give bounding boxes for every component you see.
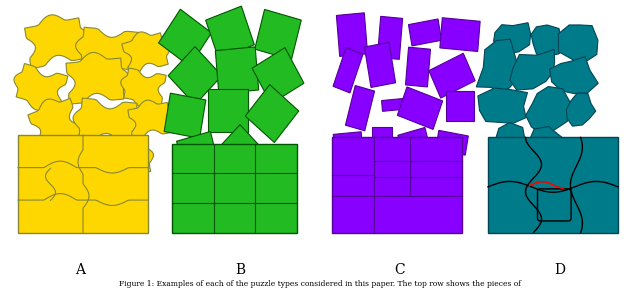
Bar	[440, 18, 480, 51]
Bar	[446, 91, 474, 121]
Polygon shape	[559, 25, 598, 65]
Text: C: C	[395, 263, 405, 277]
Polygon shape	[121, 68, 166, 107]
Bar	[408, 19, 442, 46]
FancyBboxPatch shape	[538, 189, 571, 221]
Bar	[381, 98, 404, 111]
Bar	[215, 125, 265, 178]
Bar	[18, 135, 148, 232]
Bar	[164, 93, 206, 138]
Bar	[332, 137, 462, 232]
Polygon shape	[122, 32, 170, 75]
Bar	[346, 86, 374, 131]
Polygon shape	[106, 138, 154, 180]
Bar	[429, 53, 475, 98]
Bar	[333, 132, 363, 154]
Polygon shape	[24, 15, 90, 69]
Bar	[208, 89, 248, 132]
Polygon shape	[525, 86, 571, 134]
Polygon shape	[510, 49, 555, 90]
Polygon shape	[28, 98, 82, 150]
Polygon shape	[496, 123, 534, 159]
Bar	[372, 127, 392, 165]
Bar	[337, 13, 367, 56]
Text: D: D	[554, 263, 566, 277]
Bar	[205, 6, 254, 59]
Polygon shape	[128, 100, 175, 140]
Polygon shape	[476, 39, 521, 93]
Bar	[168, 47, 222, 105]
Bar	[215, 47, 259, 94]
Polygon shape	[478, 88, 527, 124]
Bar	[255, 9, 301, 60]
Bar	[406, 47, 431, 87]
Bar	[378, 16, 403, 59]
Polygon shape	[527, 126, 573, 166]
Bar	[398, 127, 432, 165]
Text: Figure 1: Examples of each of the puzzle types considered in this paper. The top: Figure 1: Examples of each of the puzzle…	[119, 280, 521, 288]
Text: A: A	[75, 263, 85, 277]
Polygon shape	[493, 23, 531, 54]
Bar	[172, 144, 297, 232]
Bar	[333, 48, 363, 93]
Polygon shape	[46, 142, 99, 186]
Bar	[177, 131, 220, 178]
Polygon shape	[66, 53, 130, 104]
Polygon shape	[531, 25, 566, 56]
Bar	[159, 9, 211, 67]
Bar	[436, 130, 468, 155]
Bar	[364, 42, 396, 88]
Text: B: B	[235, 263, 245, 277]
Polygon shape	[76, 27, 139, 75]
Polygon shape	[14, 63, 68, 110]
Bar	[397, 87, 443, 129]
Polygon shape	[550, 57, 598, 93]
Polygon shape	[73, 98, 143, 144]
Bar	[488, 137, 618, 232]
Bar	[252, 48, 304, 104]
Polygon shape	[566, 93, 596, 126]
Bar	[245, 85, 299, 142]
